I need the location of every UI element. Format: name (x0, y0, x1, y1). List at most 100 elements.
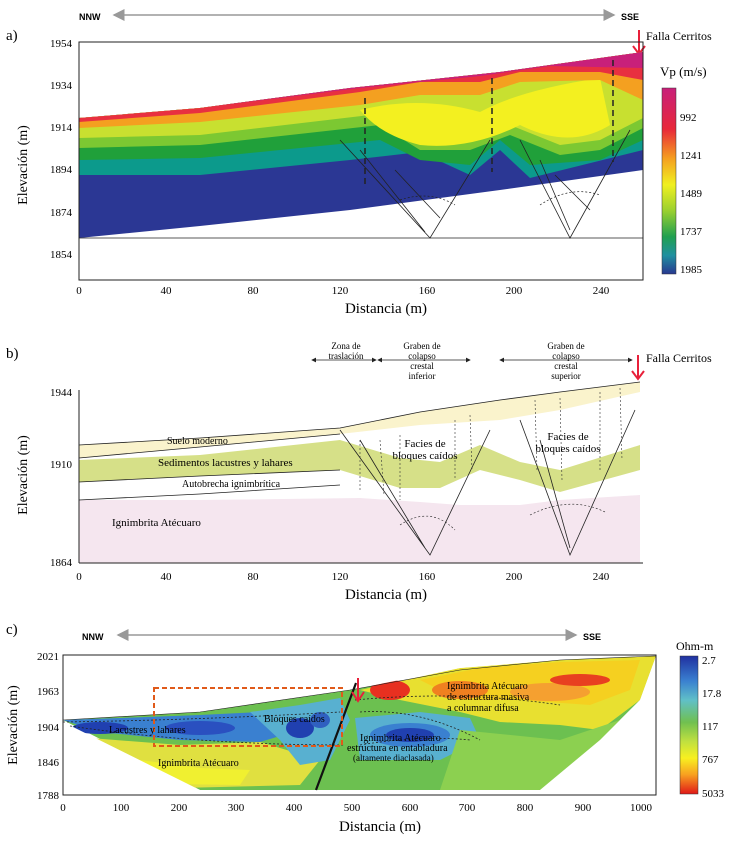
panel-c-fault-arrow-icon (351, 678, 365, 703)
panel-c-colorbar-ticks: 2.7 17.8 117 767 5033 (702, 655, 725, 800)
panel-c-xtick: 300 (228, 802, 245, 814)
panel-c-xtick: 900 (575, 802, 592, 814)
panel-c-yaxis: 2021 1963 1904 1846 1788 (37, 651, 60, 802)
panel-b-xtick: 120 (332, 571, 349, 583)
panel-c-dir-sse: SSE (583, 632, 601, 642)
panel-c-xtick: 800 (517, 802, 534, 814)
zone-traslacion-line: traslación (329, 351, 364, 361)
panel-b-yaxis: 1944 1910 1864 (50, 387, 73, 569)
panel-a-label: a) (6, 28, 18, 44)
panel-a-ylabel: Elevación (m) (16, 125, 31, 205)
panel-a-colorbar-title: Vp (m/s) (660, 64, 707, 79)
panel-c-xtick: 0 (60, 802, 66, 814)
unit-suelo-moderno: Suelo moderno (167, 436, 228, 447)
panel-b-geologic-section (78, 381, 641, 563)
panel-c-colorbar-tick: 117 (702, 721, 719, 733)
panel-c-label: c) (6, 622, 18, 638)
panel-c-xlabel: Distancia (m) (339, 819, 421, 835)
label-ign-masiva-1: Ignimbrita Atécuaro (447, 681, 528, 692)
facies-1-line2: bloques caídos (392, 450, 457, 462)
panel-c-xtick: 400 (286, 802, 303, 814)
facies-1-line1: Facies de (404, 438, 445, 450)
panel-c-ytick: 1904 (37, 722, 60, 734)
panel-b-xaxis: 0 40 80 120 160 200 240 (76, 571, 610, 583)
panel-a-colorbar-tick: 1985 (680, 264, 703, 276)
panel-b-xtick: 240 (593, 571, 610, 583)
panel-c-frame (62, 654, 657, 796)
panel-c-xtick: 700 (459, 802, 476, 814)
zone-graben-superior-line: crestal (554, 361, 578, 371)
facies-2-line1: Facies de (547, 431, 588, 443)
panel-c-colorbar-title: Ohm-m (676, 639, 714, 653)
panel-b-fault-label: Falla Cerritos (646, 351, 712, 365)
panel-c-colorbar-tick: 5033 (702, 788, 725, 800)
panel-c-colorbar (679, 655, 699, 795)
panel-b-zone-labels: Zona de traslación Graben de colapso cre… (329, 341, 585, 381)
label-ign-masiva-2: de estructura masiva (447, 692, 530, 703)
panel-a-xtick: 80 (248, 285, 260, 297)
panel-a-ytick: 1874 (50, 207, 73, 219)
panel-c-xtick: 500 (344, 802, 361, 814)
panel-a-ytick: 1934 (50, 80, 73, 92)
panel-c-colorbar-tick: 767 (702, 754, 719, 766)
panel-c-highlight-box (153, 687, 343, 747)
zone-graben-inferior-line: Graben de (403, 341, 440, 351)
panel-a-xtick: 40 (161, 285, 173, 297)
panel-c-colorbar-tick: 17.8 (702, 688, 722, 700)
panel-a-velocity-section (79, 52, 643, 239)
panel-a-colorbar-tick: 992 (680, 112, 697, 124)
panel-b-xlabel: Distancia (m) (345, 587, 427, 603)
panel-c: c) NNW SSE (6, 622, 725, 835)
panel-a-frame (78, 41, 644, 281)
unit-sedimentos: Sedimentos lacustres y lahares (158, 457, 293, 469)
label-lacustres: Lacustres y lahares (109, 725, 186, 736)
zone-graben-superior-line: Graben de (547, 341, 584, 351)
panel-a: a) NNW SSE Falla Cerritos (6, 9, 712, 317)
panel-a-ytick: 1894 (50, 164, 73, 176)
panel-a-xtick: 200 (506, 285, 523, 297)
panel-b-ytick: 1864 (50, 557, 73, 569)
panel-a-ytick: 1954 (50, 38, 73, 50)
panel-a-xaxis: 0 40 80 120 160 200 240 (76, 285, 610, 297)
zone-graben-inferior-line: colapso (408, 351, 436, 361)
panel-c-xtick: 600 (402, 802, 419, 814)
panel-b-fault-arrow-icon (631, 355, 645, 381)
panel-c-colorbar-tick: 2.7 (702, 655, 716, 667)
panel-a-fault-label: Falla Cerritos (646, 29, 712, 43)
panel-a-colorbar (661, 87, 677, 275)
panel-c-ytick: 1963 (37, 686, 60, 698)
panel-a-dir-sse: SSE (621, 12, 639, 22)
panel-c-ytick: 1846 (37, 757, 60, 769)
panel-b-xtick: 40 (161, 571, 173, 583)
panel-a-xtick: 240 (593, 285, 610, 297)
zone-traslacion-line: Zona de (331, 341, 360, 351)
panel-c-xtick: 100 (113, 802, 130, 814)
label-ign-entab-2: estructura en entabladura (347, 743, 448, 754)
panel-c-xtick: 200 (171, 802, 188, 814)
panel-a-xtick: 160 (419, 285, 436, 297)
panel-a-xtick: 120 (332, 285, 349, 297)
panel-b-xtick: 160 (419, 571, 436, 583)
unit-autobrecha: Autobrecha ignimbrítica (182, 479, 281, 490)
panel-a-colorbar-tick: 1241 (680, 150, 702, 162)
panel-a-ytick: 1854 (50, 249, 73, 261)
panel-c-ytick: 1788 (37, 790, 60, 802)
panel-b: b) Falla Cerritos Zona de traslación Gra… (6, 341, 712, 603)
panel-a-colorbar-tick: 1737 (680, 226, 703, 238)
panel-a-dir-nnw: NNW (79, 12, 101, 22)
panel-b-ylabel: Elevación (m) (16, 435, 31, 515)
panel-c-xaxis: 0 100 200 300 400 500 600 700 800 900 10… (60, 802, 652, 814)
zone-graben-inferior-line: inferior (409, 371, 436, 381)
panel-a-colorbar-ticks: 992 1241 1489 1737 1985 (680, 112, 703, 276)
panel-c-fault-line (314, 682, 358, 791)
panel-b-xtick: 80 (248, 571, 260, 583)
label-ign-entab-1: Ignimbrita Atécuaro (360, 733, 441, 744)
unit-ignimbrita: Ignimbrita Atécuaro (112, 517, 201, 529)
panel-b-ytick: 1944 (50, 387, 73, 399)
zone-graben-superior-line: superior (551, 371, 581, 381)
panel-b-xtick: 0 (76, 571, 82, 583)
panel-b-xtick: 200 (506, 571, 523, 583)
label-ign-left: Ignimbrita Atécuaro (158, 758, 239, 769)
